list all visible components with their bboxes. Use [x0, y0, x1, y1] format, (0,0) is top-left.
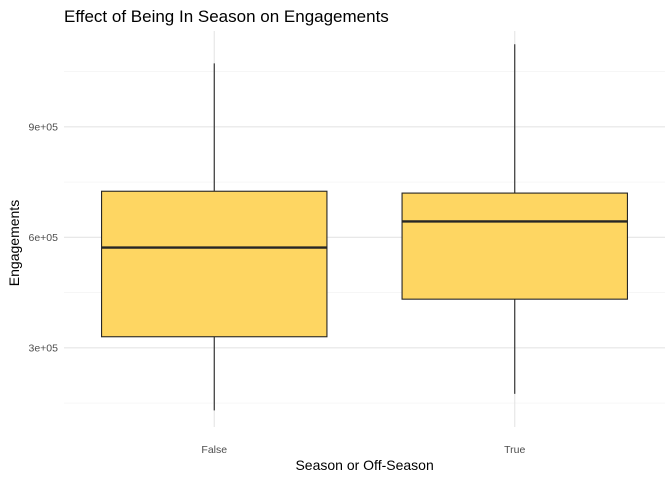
boxplot-true [401, 44, 628, 394]
x-axis-title: Season or Off-Season [295, 457, 433, 473]
y-axis-title: Engagements [6, 200, 22, 286]
x-tick-label: True [504, 444, 525, 456]
y-tick-label: 9e+05 [29, 121, 59, 133]
tick-labels: 3e+05 6e+05 9e+05 False True [29, 121, 526, 456]
chart-title: Effect of Being In Season on Engagements [64, 7, 389, 26]
y-tick-label: 6e+05 [29, 232, 59, 244]
box-iqr [101, 190, 328, 338]
x-tick-label: False [201, 444, 227, 456]
boxplot-false [101, 63, 328, 411]
box-iqr [401, 192, 628, 300]
y-tick-label: 3e+05 [29, 343, 59, 355]
boxplots [101, 44, 628, 411]
